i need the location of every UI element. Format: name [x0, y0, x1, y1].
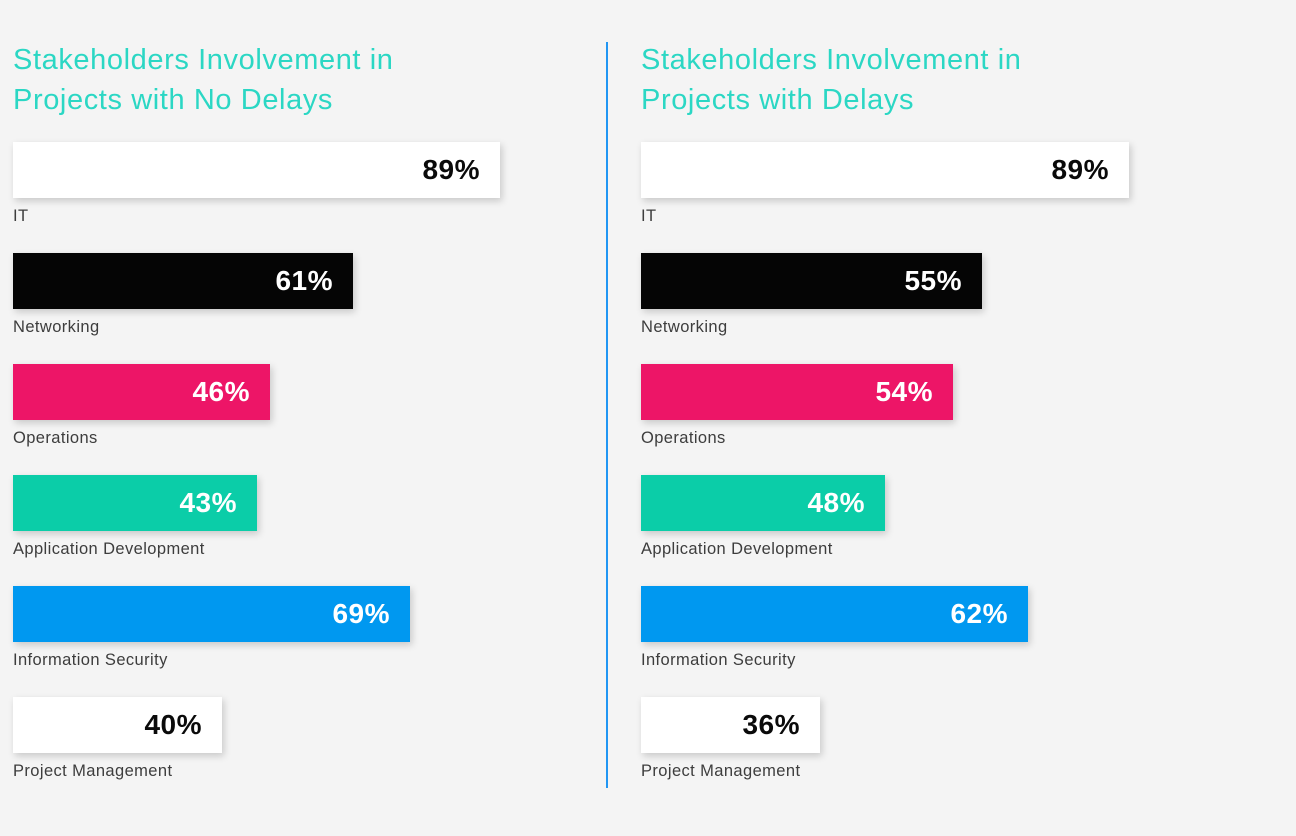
bar-networking: 61%: [13, 253, 353, 309]
bar-it: 89%: [13, 142, 500, 198]
bar-row-it: 89% IT: [641, 142, 1201, 224]
bar-row-operations: 46% Operations: [13, 364, 573, 446]
bar-operations: 54%: [641, 364, 953, 420]
bar-row-application-development: 48% Application Development: [641, 475, 1201, 557]
bar-category-label: Application Development: [641, 540, 833, 558]
bar-row-information-security: 69% Information Security: [13, 586, 573, 668]
bar-value-label: 43%: [179, 487, 237, 518]
vertical-divider: [606, 42, 608, 788]
bar-information-security: 62%: [641, 586, 1028, 642]
bar-value-label: 89%: [422, 154, 480, 185]
chart-title-delays: Stakeholders Involvement in Projects wit…: [641, 44, 1022, 116]
bar-category-label: IT: [641, 207, 657, 225]
bar-category-label: Information Security: [641, 651, 796, 669]
bar-category-label: IT: [13, 207, 29, 225]
bar-it: 89%: [641, 142, 1129, 198]
bar-category-label: Information Security: [13, 651, 168, 669]
bar-category-label: Project Management: [641, 762, 801, 780]
bar-value-label: 36%: [742, 709, 800, 740]
bar-information-security: 69%: [13, 586, 410, 642]
bar-value-label: 46%: [192, 376, 250, 407]
bar-value-label: 61%: [275, 265, 333, 296]
bar-value-label: 69%: [332, 598, 390, 629]
bar-value-label: 62%: [950, 598, 1008, 629]
bar-rows: 89% IT 61% Networking 46% Operations 43%…: [13, 142, 573, 779]
bar-row-project-management: 40% Project Management: [13, 697, 573, 779]
bar-operations: 46%: [13, 364, 270, 420]
chart-delays: Stakeholders Involvement in Projects wit…: [641, 40, 1201, 808]
chart-title-no-delays: Stakeholders Involvement in Projects wit…: [13, 44, 394, 116]
bar-row-networking: 61% Networking: [13, 253, 573, 335]
bar-category-label: Networking: [641, 318, 728, 336]
bar-value-label: 54%: [875, 376, 933, 407]
chart-no-delays: Stakeholders Involvement in Projects wit…: [13, 40, 573, 808]
bar-category-label: Operations: [13, 429, 98, 447]
bar-application-development: 48%: [641, 475, 885, 531]
bar-value-label: 89%: [1051, 154, 1109, 185]
bar-value-label: 48%: [807, 487, 865, 518]
bar-row-networking: 55% Networking: [641, 253, 1201, 335]
bar-category-label: Project Management: [13, 762, 173, 780]
bar-row-information-security: 62% Information Security: [641, 586, 1201, 668]
bar-value-label: 40%: [144, 709, 202, 740]
bar-category-label: Networking: [13, 318, 100, 336]
bar-networking: 55%: [641, 253, 982, 309]
bar-category-label: Application Development: [13, 540, 205, 558]
bar-row-operations: 54% Operations: [641, 364, 1201, 446]
bar-project-management: 40%: [13, 697, 222, 753]
bar-value-label: 55%: [904, 265, 962, 296]
bar-row-application-development: 43% Application Development: [13, 475, 573, 557]
bar-category-label: Operations: [641, 429, 726, 447]
bar-row-project-management: 36% Project Management: [641, 697, 1201, 779]
bar-application-development: 43%: [13, 475, 257, 531]
bar-row-it: 89% IT: [13, 142, 573, 224]
bar-rows: 89% IT 55% Networking 54% Operations 48%…: [641, 142, 1201, 779]
bar-project-management: 36%: [641, 697, 820, 753]
